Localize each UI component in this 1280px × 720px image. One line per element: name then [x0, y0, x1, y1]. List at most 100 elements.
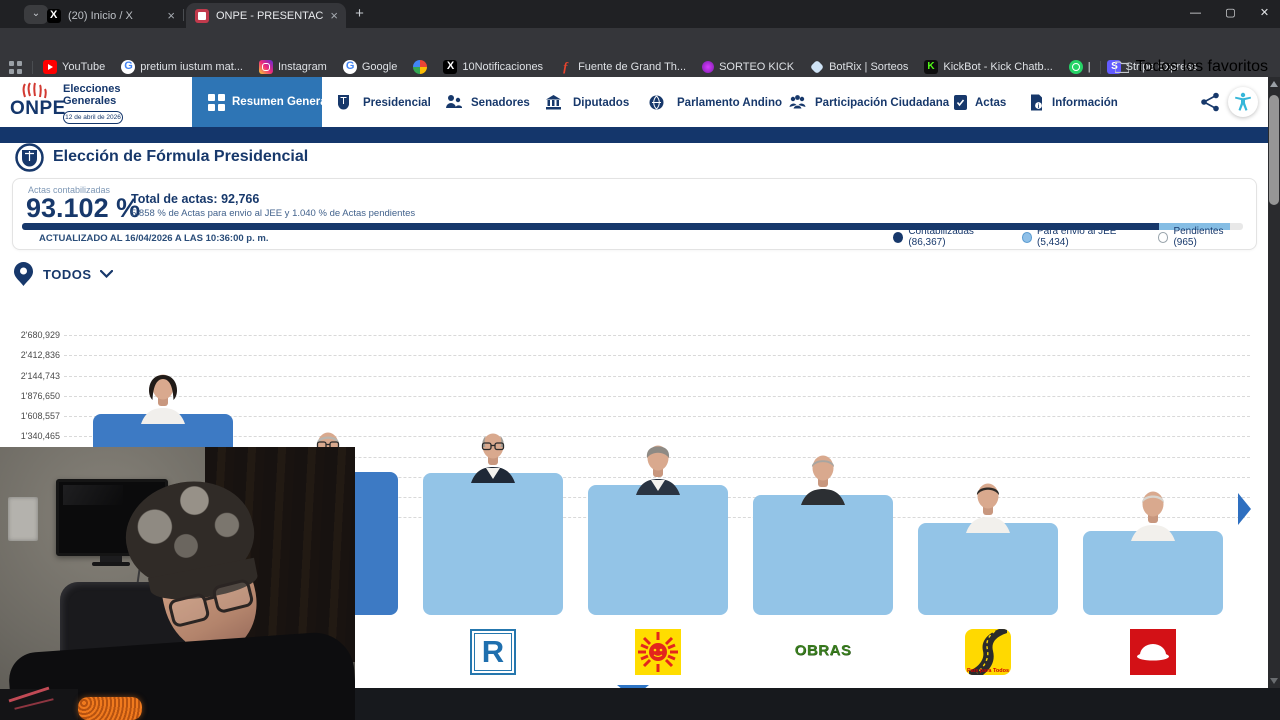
y-tick: 2'412,836	[20, 350, 60, 360]
actas-caption: Actas contabilizadas	[28, 185, 111, 195]
site-header: ONPE Elecciones Generales 12 de abril de …	[0, 77, 1268, 127]
nav-senadores[interactable]: Senadores	[445, 94, 530, 116]
bookmark-whatsapp[interactable]: |	[1068, 60, 1091, 74]
bar-candidate-4[interactable]	[588, 485, 728, 615]
bookmark-pinwheel[interactable]	[413, 60, 428, 74]
page-scrollbar[interactable]	[1268, 77, 1280, 688]
folder-icon	[1115, 61, 1130, 73]
results-chart: 2'680,929 2'412,836 2'144,743 1'876,650 …	[0, 307, 1268, 698]
legend-dot-para-envio	[1021, 231, 1032, 243]
candidate-photo-1	[141, 374, 185, 424]
bar-candidate-6[interactable]	[918, 523, 1058, 615]
accessibility-icon	[1235, 92, 1251, 111]
onpe-hand-icon	[22, 82, 47, 99]
nav-diputados[interactable]: Diputados	[545, 94, 629, 116]
tab-close-icon[interactable]: ×	[330, 8, 338, 23]
party-logo-sun	[635, 629, 681, 675]
webcam-overlay	[0, 447, 355, 720]
scrollbar-thumb[interactable]	[1269, 95, 1279, 205]
nav-participacion[interactable]: Participación Ciudadana	[789, 94, 949, 116]
map-pin-icon	[14, 262, 33, 286]
escudo-icon	[337, 95, 350, 110]
nav-presidencial[interactable]: Presidencial	[335, 94, 431, 116]
carousel-next-arrow[interactable]	[1238, 493, 1251, 525]
y-tick: 1'876,650	[20, 391, 60, 401]
stripe-icon: S	[1106, 60, 1121, 74]
bookmark-fuente[interactable]: f Fuente de Grand Th...	[559, 59, 686, 74]
bookmarks-separator	[32, 60, 33, 74]
bookmark-stripe[interactable]: S Stripe Express	[1106, 60, 1197, 74]
nav-informacion[interactable]: i Información	[1028, 94, 1118, 116]
window-maximize-button[interactable]: ▢	[1225, 7, 1236, 19]
all-favorites[interactable]: Todos los favoritos	[1100, 57, 1268, 77]
tab-search-button[interactable]: ⌄	[24, 5, 48, 24]
bar-candidate-7[interactable]	[1083, 531, 1223, 615]
progress-contabilizadas	[22, 223, 1159, 230]
bar-candidate-5[interactable]	[753, 495, 893, 615]
bookmarks-right-separator	[1100, 60, 1102, 74]
bookmark-pretium[interactable]: G pretium iustum mat...	[121, 60, 243, 74]
tab-separator	[183, 9, 184, 21]
navy-strip	[0, 127, 1268, 143]
nav-resumen-general[interactable]: Resumen General	[192, 77, 330, 127]
party-logo-r: R	[470, 629, 516, 675]
svg-text:i: i	[1038, 104, 1040, 110]
bar-candidate-3[interactable]	[423, 473, 563, 615]
scroll-up-arrow[interactable]	[1270, 81, 1278, 87]
botrix-icon	[810, 59, 825, 75]
bookmark-instagram[interactable]: Instagram	[258, 60, 327, 74]
onpe-logo[interactable]: ONPE	[10, 81, 65, 125]
window-minimize-button[interactable]: —	[1190, 7, 1201, 19]
bookmark-10notificaciones[interactable]: X 10Notificaciones	[443, 60, 543, 74]
x-logo-icon: X	[443, 60, 458, 74]
browser-toolbar: resultadoelectoral.onpe.gob.pe/main/resu…	[0, 28, 1280, 82]
legend: Contabilizadas (86,367) Para envio al JE…	[893, 226, 1245, 248]
tab-title: ONPE - PRESENTACIÓN DE RES	[216, 9, 324, 22]
bookmark-sorteo-kick[interactable]: SORTEO KICK	[702, 61, 794, 73]
share-icon[interactable]	[1200, 92, 1220, 112]
diputados-icon	[546, 95, 561, 110]
informacion-icon: i	[1031, 94, 1042, 111]
election-date-badge: 12 de abril de 2026	[63, 111, 123, 124]
scroll-down-arrow[interactable]	[1270, 678, 1278, 684]
total-actas: Total de actas: 92,766	[131, 192, 260, 206]
wall-panel	[8, 497, 38, 541]
f-icon: f	[563, 59, 568, 74]
region-filter[interactable]: TODOS	[14, 262, 113, 286]
party-logo-pais-para-todos: País para Todos	[965, 629, 1011, 675]
browser-tab-2-active[interactable]: ONPE - PRESENTACIÓN DE RES ×	[186, 3, 346, 28]
bookmark-kickbot[interactable]: K KickBot - Kick Chatb...	[924, 60, 1053, 74]
legend-label: Pendientes (965)	[1173, 226, 1224, 248]
candidate-photo-5	[801, 455, 845, 505]
parlamento-icon	[649, 95, 664, 110]
accessibility-button[interactable]	[1228, 87, 1258, 117]
bookmarks-bar: YouTube G pretium iustum mat... Instagra…	[0, 57, 1280, 77]
x-logo-icon: X	[47, 8, 61, 23]
google-icon: G	[342, 60, 357, 74]
tab-close-icon[interactable]: ×	[167, 8, 175, 23]
google-photos-icon	[413, 60, 428, 74]
candidate-photo-6	[966, 483, 1010, 533]
youtube-icon	[43, 60, 57, 74]
chevron-down-icon	[99, 270, 113, 278]
updated-text: ACTUALIZADO AL 16/04/2026 A LAS 10:36:00…	[39, 233, 269, 244]
nav-parlamento-andino[interactable]: Parlamento Andino	[648, 94, 782, 116]
instagram-icon	[258, 60, 273, 74]
candidate-photo-3	[471, 433, 515, 483]
kickbot-icon: K	[924, 60, 939, 74]
onpe-website: ONPE Elecciones Generales 12 de abril de …	[0, 77, 1268, 698]
apps-grid-icon[interactable]	[9, 60, 22, 74]
nav-actas[interactable]: Actas	[952, 94, 1006, 116]
tab-title: (20) Inicio / X	[68, 9, 133, 22]
bookmark-youtube[interactable]: YouTube	[43, 60, 105, 74]
y-tick: 1'340,465	[20, 431, 60, 441]
window-close-button[interactable]: ✕	[1259, 7, 1270, 19]
tv-stand	[100, 556, 122, 563]
bookmark-botrix[interactable]: BotRix | Sorteos	[810, 59, 908, 75]
new-tab-button[interactable]: +	[355, 5, 364, 22]
candidate-photo-4	[636, 445, 680, 495]
browser-tab-1[interactable]: X (20) Inicio / X ×	[38, 3, 183, 28]
page-title: Elección de Fórmula Presidencial	[53, 148, 309, 165]
senadores-icon	[446, 95, 462, 108]
bookmark-google[interactable]: G Google	[342, 60, 397, 74]
